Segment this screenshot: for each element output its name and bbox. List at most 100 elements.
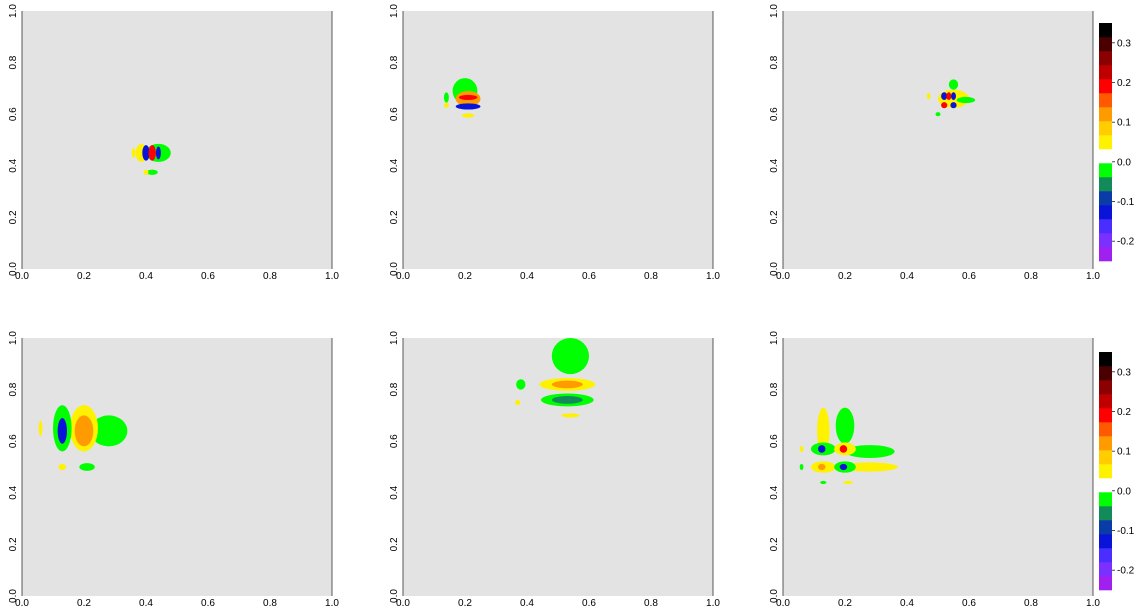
colorbar-swatch	[1099, 37, 1112, 52]
contour-region-yellow	[843, 480, 853, 485]
x-tick-label: 1.0	[325, 598, 339, 609]
x-tick-label: 0.4	[139, 598, 153, 609]
y-tick-label: 0.6	[769, 434, 780, 448]
x-tick-label: 1.0	[1086, 598, 1100, 609]
colorbar-swatch	[1099, 366, 1112, 381]
colorbar-swatch	[1099, 65, 1112, 80]
x-tick-label: 0.2	[77, 271, 91, 282]
colorbar-swatch	[1099, 233, 1112, 248]
contour-region-red	[839, 445, 848, 453]
contour-region-blue	[57, 417, 67, 444]
contour-region-blue	[142, 145, 150, 161]
y-tick-label: 1.0	[769, 331, 780, 345]
colorbar-swatch	[1099, 51, 1112, 66]
contour-region-yellow	[926, 93, 931, 100]
colorbar-swatch	[1099, 394, 1112, 409]
contour-regions	[38, 405, 128, 471]
colorbar: -0.2 -0.1 0.0 0.1 0.2 0.3	[1099, 352, 1135, 591]
x-tick-label: 0.0	[396, 598, 410, 609]
contour-region-green	[948, 79, 959, 90]
y-tick-label: 0.8	[389, 55, 400, 69]
contour-region-red	[458, 94, 478, 101]
x-tick-label: 0.0	[776, 598, 790, 609]
x-tick-label: 0.4	[900, 271, 914, 282]
contour-regions	[515, 338, 596, 418]
colorbar-swatch	[1099, 492, 1112, 507]
y-tick-label: 0.4	[769, 158, 780, 172]
y-tick-label: 0.0	[8, 589, 19, 603]
y-tick-label: 0.8	[8, 382, 19, 396]
x-tick-label: 0.2	[838, 271, 852, 282]
contour-region-yellow	[131, 147, 136, 159]
colorbar-swatch	[1099, 422, 1112, 437]
y-tick-label: 0.6	[8, 107, 19, 121]
colorbar-swatch	[1099, 548, 1112, 563]
panel-background	[22, 11, 332, 269]
contour-region-yellow	[443, 102, 449, 108]
x-tick-label: 0.4	[520, 271, 534, 282]
y-tick-label: 0.4	[8, 158, 19, 172]
contour-region-red	[946, 92, 952, 101]
y-tick-label: 0.0	[8, 262, 19, 276]
x-tick-label: 0.4	[900, 598, 914, 609]
contour-region-yellow	[143, 169, 149, 175]
x-tick-label: 1.0	[325, 271, 339, 282]
contour-region-yellow	[58, 463, 67, 471]
colorbar-tick-label: 0.0	[1117, 486, 1131, 497]
x-tick-label: 0.2	[458, 598, 472, 609]
colorbar-tick-label: -0.1	[1117, 526, 1135, 537]
panel-4: 0.0 0.2 0.4 0.6 0.8 1.0 0.0 0.2 0.4 0.6 0.8 1.0	[8, 331, 339, 609]
y-tick-label: 0.2	[769, 210, 780, 224]
colorbar-swatch	[1099, 506, 1112, 521]
contour-region-yellow	[817, 407, 830, 455]
colorbar-swatch	[1099, 177, 1112, 192]
contour-region-orange	[74, 415, 94, 447]
contour-region-blue	[951, 92, 956, 101]
y-tick-label: 0.6	[769, 107, 780, 121]
panel-background	[403, 11, 713, 269]
x-tick-label: 0.0	[776, 271, 790, 282]
colorbar-tick-label: 0.2	[1117, 78, 1131, 89]
colorbar-swatch	[1099, 352, 1112, 367]
contour-regions	[926, 79, 976, 117]
contour-region-green	[820, 480, 827, 485]
x-tick-label: 0.4	[520, 598, 534, 609]
contour-region-green	[146, 169, 158, 175]
x-tick-label: 0.4	[139, 271, 153, 282]
colorbar-tick-label: 0.2	[1117, 407, 1131, 418]
y-tick-label: 0.4	[8, 485, 19, 499]
contour-region-yellow	[799, 445, 804, 453]
colorbar-tick-label: -0.1	[1117, 197, 1135, 208]
y-tick-label: 0.8	[8, 55, 19, 69]
x-tick-label: 0.2	[838, 598, 852, 609]
colorbar-swatch	[1099, 205, 1112, 220]
x-tick-label: 0.8	[1024, 271, 1038, 282]
colorbar-swatch	[1099, 135, 1112, 150]
y-tick-label: 0.2	[8, 210, 19, 224]
contour-region-green	[799, 463, 804, 471]
colorbar-swatch	[1099, 219, 1112, 234]
x-tick-label: 0.8	[644, 271, 658, 282]
contour-region-blue	[818, 445, 826, 453]
y-tick-label: 1.0	[389, 4, 400, 18]
colorbar-swatch	[1099, 107, 1112, 122]
contour-region-blue	[941, 92, 948, 101]
contour-regions	[799, 407, 898, 485]
y-tick-label: 0.4	[389, 485, 400, 499]
y-tick-label: 0.2	[389, 537, 400, 551]
contour-region-blue	[950, 102, 957, 109]
colorbar-swatch	[1099, 520, 1112, 535]
y-tick-label: 0.4	[769, 485, 780, 499]
contour-region-teal	[551, 396, 583, 404]
contour-region-green	[443, 92, 449, 103]
contour-region-blue	[839, 463, 848, 471]
contour-region-green	[90, 415, 128, 447]
contour-region-blue	[455, 103, 481, 110]
colorbar-tick-label: 0.1	[1117, 447, 1131, 458]
contour-region-green	[516, 379, 526, 390]
y-tick-label: 0.6	[389, 107, 400, 121]
contour-region-red	[941, 102, 948, 109]
contour-region-green	[845, 445, 895, 458]
colorbar-swatch	[1099, 247, 1112, 262]
y-tick-label: 0.0	[389, 589, 400, 603]
